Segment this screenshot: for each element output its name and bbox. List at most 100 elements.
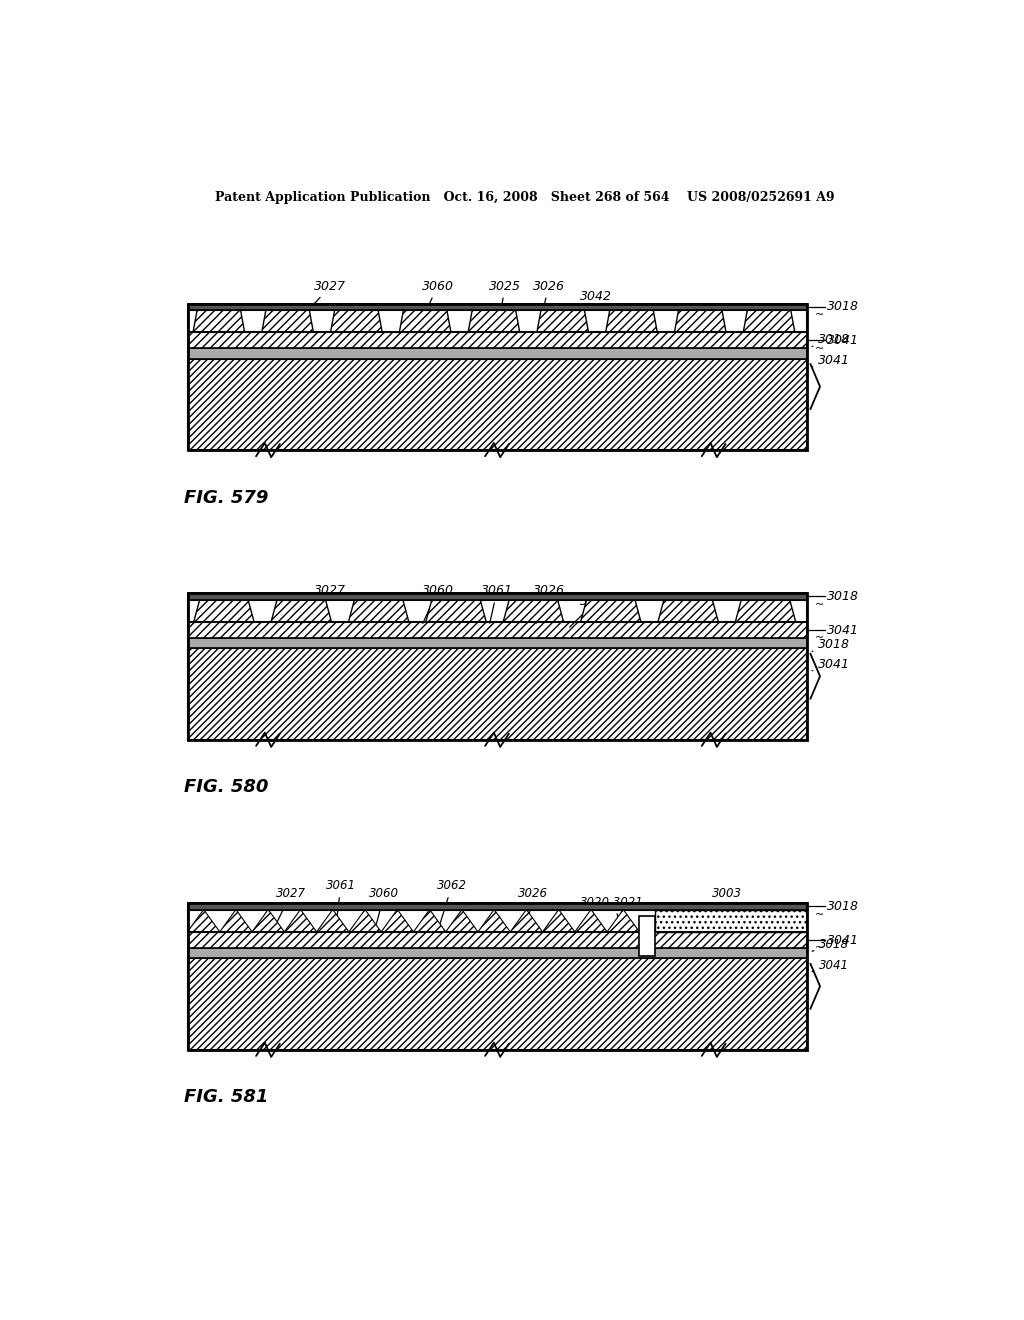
Text: 3026: 3026 — [532, 280, 564, 318]
Bar — [639, 916, 655, 956]
Bar — [187, 310, 807, 333]
Bar — [187, 310, 807, 333]
Polygon shape — [574, 909, 607, 932]
Text: 3018: 3018 — [827, 900, 859, 913]
Text: 3025: 3025 — [489, 280, 521, 318]
Polygon shape — [445, 909, 478, 932]
Polygon shape — [478, 909, 510, 932]
Text: 3026: 3026 — [532, 585, 564, 623]
Text: 3041: 3041 — [827, 623, 859, 636]
Polygon shape — [468, 310, 520, 333]
Bar — [187, 622, 807, 638]
Text: ~: ~ — [814, 944, 823, 953]
Polygon shape — [194, 599, 254, 622]
Text: 3060: 3060 — [422, 280, 454, 318]
Bar — [187, 948, 807, 958]
Bar — [187, 594, 807, 599]
Text: 3018: 3018 — [812, 334, 850, 346]
Text: 3042: 3042 — [569, 594, 612, 627]
Polygon shape — [426, 599, 486, 622]
Bar — [187, 333, 807, 348]
Polygon shape — [348, 599, 409, 622]
Bar — [187, 909, 807, 932]
Polygon shape — [414, 909, 445, 932]
Bar — [187, 333, 807, 348]
Polygon shape — [316, 909, 349, 932]
Bar — [187, 304, 807, 310]
Bar — [655, 909, 807, 932]
Bar — [187, 599, 807, 622]
Polygon shape — [503, 599, 563, 622]
Polygon shape — [605, 310, 657, 333]
Text: 3061: 3061 — [326, 879, 355, 924]
Polygon shape — [349, 909, 381, 932]
Text: 3018: 3018 — [827, 590, 859, 603]
Bar — [187, 348, 807, 359]
Polygon shape — [399, 310, 451, 333]
Polygon shape — [381, 909, 414, 932]
Bar — [187, 903, 807, 909]
Polygon shape — [285, 909, 316, 932]
Text: 3041: 3041 — [812, 657, 850, 671]
Bar — [187, 622, 807, 638]
Text: 3061: 3061 — [481, 585, 513, 623]
Text: FIG. 579: FIG. 579 — [183, 488, 268, 507]
Text: ~: ~ — [814, 909, 823, 920]
Bar — [187, 909, 807, 932]
Bar — [187, 594, 807, 739]
Bar — [187, 932, 807, 948]
Text: 3018: 3018 — [827, 300, 859, 313]
Text: ~: ~ — [814, 634, 823, 643]
Polygon shape — [262, 310, 313, 333]
Polygon shape — [735, 599, 796, 622]
Text: 3041: 3041 — [827, 933, 859, 946]
Text: Patent Application Publication   Oct. 16, 2008   Sheet 268 of 564    US 2008/025: Patent Application Publication Oct. 16, … — [215, 190, 835, 203]
Bar — [187, 359, 807, 450]
Bar — [187, 648, 807, 739]
Polygon shape — [193, 310, 245, 333]
Bar — [187, 903, 807, 1049]
Text: 3027: 3027 — [300, 280, 346, 319]
Text: 3020,3021: 3020,3021 — [581, 895, 644, 931]
Bar — [655, 909, 807, 932]
Polygon shape — [543, 909, 574, 932]
Polygon shape — [510, 909, 543, 932]
Text: 3060: 3060 — [422, 585, 454, 623]
Text: FIG. 581: FIG. 581 — [183, 1089, 268, 1106]
Polygon shape — [607, 909, 639, 932]
Bar — [187, 958, 807, 1049]
Polygon shape — [675, 310, 726, 333]
Polygon shape — [252, 909, 285, 932]
Polygon shape — [743, 310, 795, 333]
Text: 3041: 3041 — [812, 958, 849, 972]
Text: 3027: 3027 — [300, 585, 346, 624]
Polygon shape — [271, 599, 332, 622]
Polygon shape — [187, 909, 220, 932]
Bar — [187, 648, 807, 739]
Text: 3062: 3062 — [437, 879, 467, 924]
Text: 3018: 3018 — [812, 639, 850, 651]
Polygon shape — [537, 310, 589, 333]
Bar — [187, 359, 807, 450]
Bar — [187, 932, 807, 948]
Bar — [187, 958, 807, 1049]
Text: 3041: 3041 — [812, 354, 850, 367]
Text: 3042: 3042 — [572, 289, 612, 322]
Text: 3027: 3027 — [275, 887, 306, 924]
Text: 3026: 3026 — [518, 887, 548, 924]
Text: 3060: 3060 — [370, 887, 399, 924]
Polygon shape — [220, 909, 252, 932]
Bar — [187, 638, 807, 648]
Text: 3018: 3018 — [812, 939, 849, 952]
Bar — [187, 304, 807, 450]
Polygon shape — [331, 310, 382, 333]
Text: ~: ~ — [814, 599, 823, 610]
Text: ~: ~ — [814, 343, 823, 354]
Text: FIG. 580: FIG. 580 — [183, 779, 268, 796]
Text: ~: ~ — [814, 310, 823, 319]
Text: 3003: 3003 — [712, 887, 742, 924]
Text: 3041: 3041 — [827, 334, 859, 347]
Polygon shape — [581, 599, 641, 622]
Polygon shape — [658, 599, 718, 622]
Bar — [187, 599, 807, 622]
